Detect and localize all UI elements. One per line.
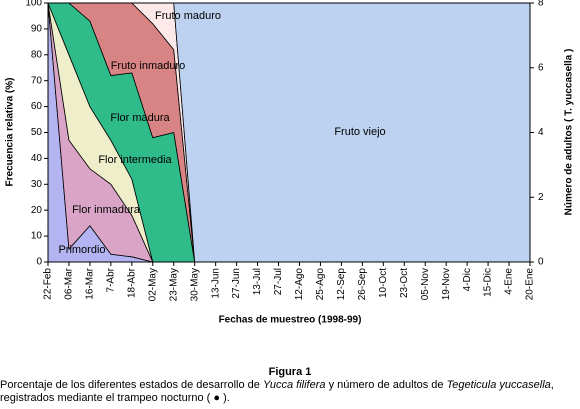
x-tick-label: 05-Nov <box>420 268 431 300</box>
caption-text: Tegeticula yuccasella <box>446 379 551 391</box>
x-tick-label: 06-Mar <box>64 267 75 299</box>
caption-text: Porcentaje de los diferentes estados de … <box>0 379 263 391</box>
y-tick-label: 80 <box>31 49 43 60</box>
caption-text: Yucca filifera <box>262 379 326 391</box>
series-label: Fruto inmaduro <box>111 60 186 72</box>
caption-text: y número de adultos de <box>325 379 447 391</box>
y-tick-label: 0 <box>36 257 42 268</box>
series-label: Flor madura <box>110 112 170 124</box>
series-label: Fruto viejo <box>334 126 385 138</box>
y2-tick-label: 8 <box>538 0 544 9</box>
x-tick-label: 23-Oct <box>399 268 410 298</box>
y2-tick-label: 2 <box>538 192 544 203</box>
x-tick-label: 27-Jun <box>231 268 242 299</box>
y2-tick-label: 4 <box>538 127 544 138</box>
x-tick-label: 16-Mar <box>85 267 96 299</box>
caption-line: registrados mediante el trampeo nocturno… <box>0 392 230 404</box>
x-tick-label: 25-Ago <box>315 268 326 301</box>
y-tick-label: 100 <box>25 0 42 9</box>
chart: Frecuencia relativa (%) Número de adulto… <box>5 0 575 326</box>
y-tick-label: 90 <box>31 24 43 35</box>
x-tick-label: 19-Nov <box>441 268 452 300</box>
x-tick-label: 18-Abr <box>126 267 137 298</box>
x-tick-label: 20-Ene <box>525 268 536 301</box>
x-tick-label: 13-Jun <box>210 268 221 299</box>
y-tick-label: 30 <box>31 179 43 190</box>
caption: Figura 1 Porcentaje de los diferentes es… <box>0 366 580 405</box>
x-tick-label: 02-May <box>147 268 158 301</box>
x-tick-label: 13-Jul <box>252 268 263 295</box>
x-tick-label: 15-Dic <box>483 268 494 297</box>
y2-tick-label: 0 <box>538 257 544 268</box>
caption-text: , <box>550 379 554 391</box>
y-tick-label: 40 <box>31 153 43 164</box>
x-tick-label: 7-Abr <box>106 267 117 292</box>
series-label: Flor intermedia <box>98 154 172 166</box>
y-axis-title: Frecuencia relativa (%) <box>5 78 16 187</box>
x-tick-label: 4-Dic <box>462 268 473 291</box>
x-tick-label: 27-Jul <box>273 268 284 295</box>
x-tick-label: 26-Sep <box>357 268 368 301</box>
y-tick-label: 20 <box>31 205 43 216</box>
y-tick-label: 10 <box>31 231 43 242</box>
x-tick-label: 23-May <box>168 268 179 301</box>
series-label: Flor inmadura <box>72 204 141 216</box>
x-tick-label: 30-May <box>189 268 200 301</box>
y-tick-label: 60 <box>31 101 43 112</box>
x-tick-label: 22-Feb <box>43 268 54 300</box>
y-tick-label: 70 <box>31 75 43 86</box>
y2-axis-title: Número de adultos ( T. yuccasella ) <box>564 49 575 216</box>
series-label: Primordio <box>58 244 105 256</box>
y-tick-label: 50 <box>31 127 43 138</box>
caption-line: Porcentaje de los diferentes estados de … <box>0 379 580 392</box>
areas <box>47 2 531 263</box>
x-tick-label: 4-Ene <box>504 268 515 295</box>
x-tick-label: 10-Oct <box>378 268 389 298</box>
x-tick-label: 12-Sep <box>336 268 347 301</box>
y2-tick-label: 6 <box>538 62 544 73</box>
figure-label: Figura 1 <box>268 366 312 378</box>
x-axis-title: Fechas de muestreo (1998-99) <box>219 315 362 326</box>
series-label: Fruto maduro <box>155 10 221 22</box>
x-tick-label: 12-Ago <box>294 268 305 301</box>
